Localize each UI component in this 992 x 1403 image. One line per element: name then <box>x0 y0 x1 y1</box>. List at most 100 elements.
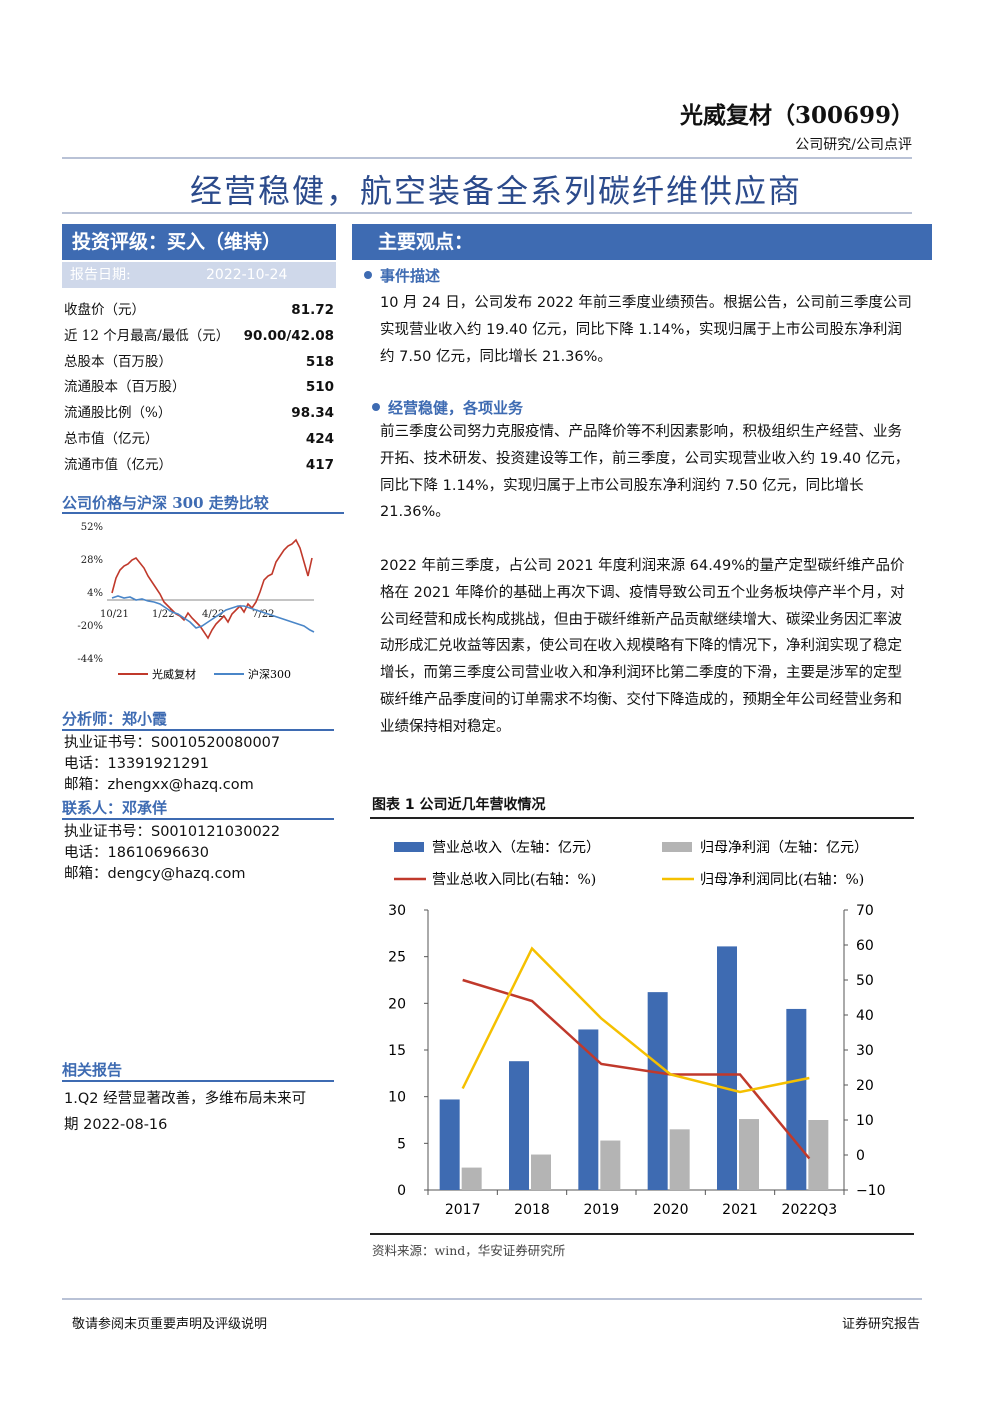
stat-value: 510 <box>305 379 334 396</box>
footer-disclaimer: 敬请参阅末页重要声明及评级说明 <box>72 1317 268 1332</box>
price-chart-rule <box>62 512 344 514</box>
revenue-bar <box>717 946 737 1190</box>
price-comparison-chart: 52% 28% 4% -20% -44% 10/21 1/22 4/22 7/2… <box>77 522 315 681</box>
right-tick-label: 10 <box>856 1113 874 1129</box>
contact-heading: 联系人：邓承佯 <box>62 799 168 817</box>
net-profit-bar <box>461 1167 482 1190</box>
right-tick-label: 40 <box>856 1008 874 1024</box>
report-date-value: 2022-10-24 <box>206 267 288 283</box>
analyst-contact: 执业证书号：S0010520080007 电话：13391921291 邮箱：z… <box>64 733 280 796</box>
figure-title: 图表 1 公司近几年营收情况 <box>372 797 546 813</box>
contact-phone: 电话：18610696630 <box>64 845 209 861</box>
related-rule <box>62 1080 334 1082</box>
related-report-line1: 1.Q2 经营显著改善，多维布局未来可 <box>64 1091 307 1107</box>
footer-report-label: 证券研究报告 <box>841 1317 920 1332</box>
contact-email[interactable]: 邮箱：dengcy@hazq.com <box>64 866 246 882</box>
related-report-line2: 期 2022-08-16 <box>64 1117 168 1133</box>
section-business-text: 前三季度公司努力克服疫情、产品降价等不利因素影响，积极组织生产经营、业务开拓、技… <box>380 424 910 521</box>
contact-person: 执业证书号：S0010121030022 电话：18610696630 邮箱：d… <box>64 822 280 885</box>
net-profit-bar <box>808 1120 829 1190</box>
analyst-phone: 电话：13391921291 <box>64 756 209 772</box>
stat-label: 收盘价（元） <box>64 302 145 318</box>
revenue-bar <box>647 992 668 1190</box>
net-profit-bar <box>600 1140 621 1190</box>
net-profit-bar <box>531 1154 551 1190</box>
revenue-bar <box>786 1008 807 1190</box>
analyst-heading: 分析师：郑小霞 <box>62 710 168 728</box>
left-tick-label: 15 <box>388 1043 406 1059</box>
profit-yoy-line <box>461 946 810 1094</box>
stat-label: 近 12 个月最高/最低（元） <box>64 327 230 344</box>
section-event-title: 事件描述 <box>380 267 441 285</box>
report-date-label: 报告日期: <box>70 267 131 283</box>
right-tick-label: 60 <box>856 938 874 954</box>
analyst-rule <box>62 729 334 731</box>
stat-row: 收盘价（元） 81.72 <box>62 298 336 324</box>
right-tick-label: −10 <box>856 1183 886 1199</box>
stat-label: 流通股比例（%） <box>64 405 172 422</box>
left-tick-label: 30 <box>388 903 406 919</box>
x-tick-label: 4/22 <box>202 609 224 620</box>
right-tick-label: 50 <box>856 973 874 989</box>
x-tick-label: 2021 <box>722 1202 758 1218</box>
stat-value: 424 <box>305 430 334 447</box>
x-tick-label: 2020 <box>653 1202 689 1218</box>
header-divider <box>62 157 912 159</box>
x-tick-label: 2018 <box>514 1202 550 1218</box>
net-profit-bar <box>739 1119 759 1190</box>
left-tick-label: 0 <box>397 1183 406 1199</box>
title-divider <box>62 212 912 214</box>
report-date-bar: 报告日期: 2022-10-24 <box>62 262 336 288</box>
chart-legend: 营业总收入（左轴：亿元） 归母净利润（左轴：亿元） 营业总收入同比(右轴：%) … <box>394 839 868 888</box>
left-tick-label: 20 <box>388 996 406 1012</box>
section-event-text: 10 月 24 日，公司发布 2022 年前三季度业绩预告。根据公告，公司前三季… <box>380 295 912 365</box>
stat-value: 417 <box>305 456 334 473</box>
figure-top-rule <box>370 817 914 819</box>
section-business-heading: 经营稳健，各项业务 <box>372 397 523 418</box>
footer-divider <box>62 1298 922 1300</box>
analyst-cert: 执业证书号：S0010520080007 <box>64 735 281 751</box>
revenue-chart: 营业总收入（左轴：亿元） 归母净利润（左轴：亿元） 营业总收入同比(右轴：%) … <box>388 839 886 1218</box>
x-tick-label: 1/22 <box>152 609 174 620</box>
csi300-line <box>111 595 315 633</box>
y-tick-label: -44% <box>77 654 103 665</box>
net-profit-bar <box>669 1129 690 1190</box>
figure-source: 资料来源：wind，华安证券研究所 <box>372 1243 566 1258</box>
left-tick-label: 25 <box>388 950 406 966</box>
price-chart-heading: 公司价格与沪深 300 走势比较 <box>62 494 269 512</box>
report-type: 公司研究/公司点评 <box>795 137 912 153</box>
related-report-link[interactable]: 1.Q2 经营显著改善，多维布局未来可 期 2022-08-16 <box>64 1086 306 1138</box>
x-tick-label: 2022Q3 <box>782 1202 838 1218</box>
stat-label: 流通股本（百万股） <box>64 379 186 396</box>
figure-bottom-rule <box>370 1233 914 1235</box>
y-tick-label: 28% <box>81 555 103 566</box>
price-legend: 光威复材 沪深300 <box>118 667 291 681</box>
legend-swatch-profit <box>662 842 692 852</box>
legend-label-revenue: 营业总收入（左轴：亿元） <box>432 840 600 856</box>
y-tick-label: 52% <box>81 522 103 533</box>
stat-row: 流通市值（亿元） 417 <box>62 453 336 479</box>
legend-label-revenue-yoy: 营业总收入同比(右轴：%) <box>432 872 596 888</box>
stat-value: 518 <box>305 353 334 370</box>
stat-label: 总股本（百万股） <box>64 353 172 370</box>
stat-value: 81.72 <box>291 302 334 318</box>
stat-row: 流通股比例（%） 98.34 <box>62 401 336 427</box>
stat-row: 流通股本（百万股） 510 <box>62 375 336 401</box>
legend-swatch-revenue <box>394 842 424 852</box>
contact-rule <box>62 818 334 820</box>
revenue-bar <box>439 1099 460 1190</box>
right-tick-label: 70 <box>856 903 874 919</box>
stat-row: 总市值（亿元） 424 <box>62 427 336 453</box>
legend-label-profit-yoy: 归母净利润同比(右轴：%) <box>700 871 864 888</box>
stat-label: 总市值（亿元） <box>64 430 159 447</box>
related-heading: 相关报告 <box>62 1061 123 1079</box>
section-event-heading: 事件描述 <box>364 265 440 286</box>
stock-stats-table: 收盘价（元） 81.72 近 12 个月最高/最低（元） 90.00/42.08 总… <box>62 298 336 479</box>
analyst-email[interactable]: 邮箱：zhengxx@hazq.com <box>64 777 254 793</box>
main-views-banner: 主要观点： <box>352 224 932 260</box>
legend-label-index: 沪深300 <box>248 667 291 681</box>
stat-label: 流通市值（亿元） <box>64 456 172 473</box>
x-tick-label: 7/22 <box>252 609 274 620</box>
section-business-title: 经营稳健，各项业务 <box>388 399 524 417</box>
right-tick-label: 20 <box>856 1078 874 1094</box>
